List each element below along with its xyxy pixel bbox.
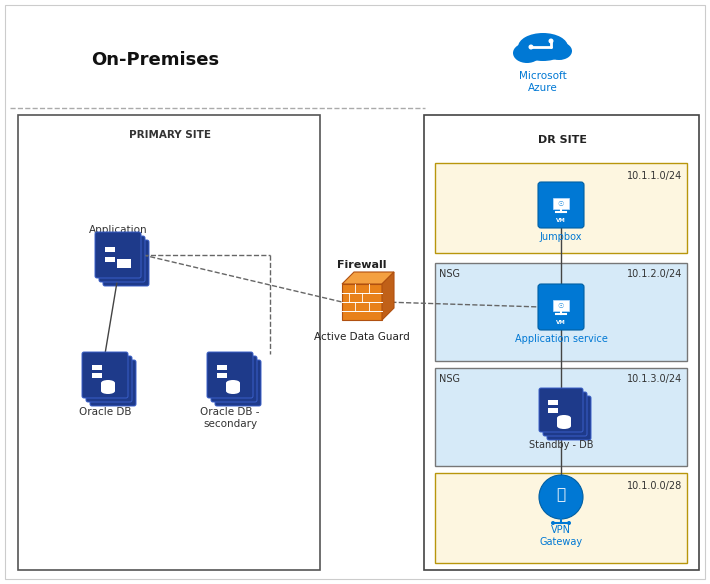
Text: Application
Service: Application Service <box>89 225 147 248</box>
Text: VM: VM <box>556 319 566 325</box>
Text: NSG: NSG <box>439 374 460 384</box>
FancyBboxPatch shape <box>95 232 141 278</box>
FancyBboxPatch shape <box>207 352 253 398</box>
Text: PRIMARY SITE: PRIMARY SITE <box>129 130 211 140</box>
Text: 10.1.1.0/24: 10.1.1.0/24 <box>627 171 682 181</box>
Bar <box>342 284 382 320</box>
Circle shape <box>528 44 533 50</box>
Text: ⛲: ⛲ <box>557 488 566 502</box>
Bar <box>553 197 569 208</box>
Bar <box>424 115 699 570</box>
Polygon shape <box>342 272 394 284</box>
Text: Jumpbox: Jumpbox <box>540 232 582 242</box>
Bar <box>117 259 131 268</box>
Bar <box>435 263 687 361</box>
Text: 10.1.3.0/24: 10.1.3.0/24 <box>627 374 682 384</box>
Ellipse shape <box>518 33 568 61</box>
Circle shape <box>551 521 555 525</box>
Ellipse shape <box>557 415 571 421</box>
Text: Oracle DB: Oracle DB <box>79 407 131 417</box>
Text: DR SITE: DR SITE <box>537 135 586 145</box>
Polygon shape <box>382 272 394 320</box>
Ellipse shape <box>101 388 115 394</box>
Ellipse shape <box>546 42 572 60</box>
Circle shape <box>539 475 583 519</box>
Bar <box>548 408 558 413</box>
Ellipse shape <box>101 380 115 386</box>
Text: 10.1.0.0/28: 10.1.0.0/28 <box>627 481 682 491</box>
Ellipse shape <box>226 388 240 394</box>
Bar <box>435 163 687 253</box>
Bar <box>217 373 227 378</box>
Bar <box>101 383 115 391</box>
Bar <box>435 473 687 563</box>
Bar <box>18 115 320 570</box>
Bar <box>217 365 227 370</box>
Bar <box>92 373 102 378</box>
Bar <box>226 383 240 391</box>
Ellipse shape <box>226 380 240 386</box>
Text: ☉: ☉ <box>558 303 564 309</box>
FancyBboxPatch shape <box>99 236 145 282</box>
Text: Firewall: Firewall <box>337 260 387 270</box>
Text: Microsoft
Azure: Microsoft Azure <box>519 71 567 93</box>
FancyBboxPatch shape <box>543 392 587 436</box>
FancyBboxPatch shape <box>547 396 591 440</box>
Bar <box>553 300 569 311</box>
FancyBboxPatch shape <box>538 182 584 228</box>
FancyBboxPatch shape <box>211 356 257 402</box>
FancyBboxPatch shape <box>86 356 132 402</box>
FancyBboxPatch shape <box>538 284 584 330</box>
Text: Standby - DB: Standby - DB <box>529 440 594 450</box>
Bar <box>105 257 115 262</box>
Text: Application service: Application service <box>515 334 608 344</box>
Ellipse shape <box>513 43 541 63</box>
Text: VPN
Gateway: VPN Gateway <box>540 525 583 547</box>
Ellipse shape <box>557 423 571 429</box>
Bar <box>548 400 558 405</box>
Bar <box>92 365 102 370</box>
Text: 10.1.2.0/24: 10.1.2.0/24 <box>627 269 682 279</box>
Circle shape <box>567 521 571 525</box>
Text: VM: VM <box>556 217 566 223</box>
Text: ☉: ☉ <box>558 201 564 207</box>
Text: Active Data Guard: Active Data Guard <box>314 332 410 342</box>
FancyBboxPatch shape <box>539 388 583 432</box>
Bar <box>105 247 115 252</box>
Bar <box>435 368 687 466</box>
Text: NSG: NSG <box>439 269 460 279</box>
FancyBboxPatch shape <box>103 240 149 286</box>
Text: On-Premises: On-Premises <box>91 51 219 69</box>
FancyBboxPatch shape <box>82 352 128 398</box>
FancyBboxPatch shape <box>215 360 261 406</box>
FancyBboxPatch shape <box>90 360 136 406</box>
Text: Oracle DB -
secondary: Oracle DB - secondary <box>200 407 260 429</box>
Bar <box>557 418 571 426</box>
Circle shape <box>549 39 554 43</box>
